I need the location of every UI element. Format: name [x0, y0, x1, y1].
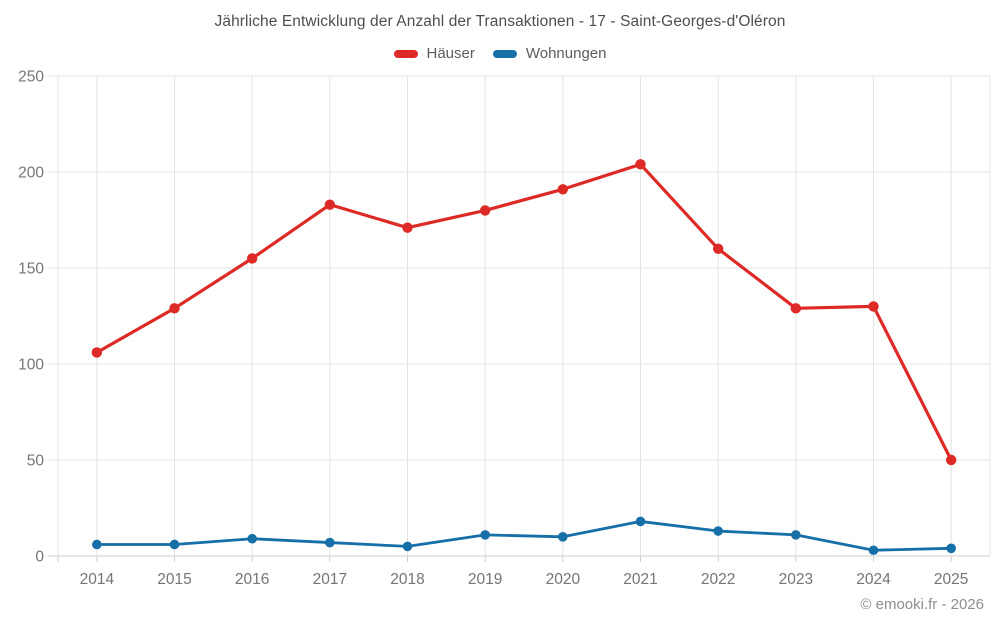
wohnungen-point-2018[interactable]: [402, 541, 413, 552]
legend-item-hauser[interactable]: Häuser: [393, 45, 475, 62]
y-axis-label-250: 250: [18, 69, 44, 86]
x-axis-label-2022: 2022: [701, 571, 735, 588]
hauser-point-2017[interactable]: [324, 199, 336, 210]
y-axis-label-100: 100: [18, 357, 44, 374]
hauser-point-2024[interactable]: [868, 301, 879, 312]
x-axis-label-2023: 2023: [779, 571, 813, 588]
hauser-point-2019[interactable]: [479, 205, 491, 216]
hauser-point-2016[interactable]: [246, 253, 258, 264]
hauser-point-2018[interactable]: [402, 222, 413, 233]
hauser-point-2014[interactable]: [91, 347, 103, 358]
x-axis-label-2025: 2025: [934, 571, 968, 588]
wohnungen-point-2024[interactable]: [868, 545, 879, 556]
watermark: © emooki.fr - 2026: [860, 596, 984, 613]
hauser-point-2025[interactable]: [945, 454, 957, 466]
y-axis-label-150: 150: [18, 261, 44, 278]
hauser-point-2021[interactable]: [635, 159, 646, 170]
legend-label-hauser: Häuser: [426, 45, 475, 62]
x-axis-label-2020: 2020: [546, 571, 581, 588]
hauser-point-2020[interactable]: [557, 184, 569, 195]
wohnungen-point-2021[interactable]: [635, 516, 646, 527]
hauser-line: [95, 162, 953, 462]
hauser-point-2022[interactable]: [712, 243, 724, 254]
wohnungen-point-2019[interactable]: [480, 530, 490, 540]
wohnungen-point-2020[interactable]: [558, 532, 568, 542]
x-axis-label-2019: 2019: [468, 571, 502, 588]
wohnungen-point-2017[interactable]: [325, 537, 335, 548]
x-axis-label-2018: 2018: [390, 571, 424, 588]
wohnungen-point-2014[interactable]: [92, 539, 102, 550]
wohnungen-point-2022[interactable]: [713, 526, 723, 536]
x-axis-label-2014: 2014: [80, 571, 115, 588]
hauser-series-swatch-icon: [393, 49, 418, 58]
x-axis-label-2021: 2021: [623, 571, 657, 588]
chart-title: Jährliche Entwicklung der Anzahl der Tra…: [214, 13, 786, 30]
hauser-point-2023[interactable]: [790, 303, 802, 314]
x-axis-label-2016: 2016: [235, 571, 269, 588]
y-axis-label-200: 200: [18, 165, 44, 182]
legend-label-wohnungen: Wohnungen: [525, 45, 607, 62]
x-axis-label-2015: 2015: [157, 571, 191, 588]
wohnungen-point-2025[interactable]: [946, 543, 956, 554]
y-axis-label-0: 0: [35, 549, 44, 566]
hauser-point-2015[interactable]: [169, 303, 180, 314]
wohnungen-point-2015[interactable]: [169, 539, 180, 550]
wohnungen-series-swatch-icon: [492, 49, 517, 58]
x-axis-label-2024: 2024: [856, 571, 891, 588]
legend-item-wohnungen[interactable]: Wohnungen: [492, 45, 607, 62]
wohnungen-point-2016[interactable]: [247, 533, 257, 544]
y-axis-label-50: 50: [27, 453, 45, 470]
x-axis-label-2017: 2017: [313, 571, 347, 588]
wohnungen-point-2023[interactable]: [791, 530, 801, 540]
legend: Häuser Wohnungen: [0, 45, 1000, 62]
wohnungen-line: [95, 520, 953, 552]
